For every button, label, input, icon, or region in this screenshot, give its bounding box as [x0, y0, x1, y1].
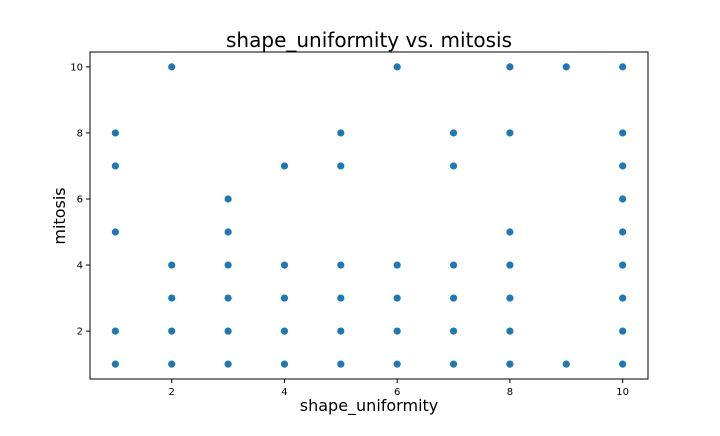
data-point — [506, 327, 514, 335]
data-point — [280, 261, 289, 269]
data-point — [393, 360, 401, 368]
data-point — [111, 327, 119, 335]
data-point — [280, 327, 289, 335]
plot-frame — [89, 51, 649, 380]
data-point — [224, 228, 232, 236]
data-point — [449, 294, 458, 302]
data-point — [619, 228, 627, 236]
data-point — [562, 63, 570, 71]
data-point — [562, 360, 570, 368]
data-point — [337, 162, 345, 170]
data-point — [111, 360, 119, 368]
data-point — [111, 228, 119, 236]
y-tick-label: 2 — [77, 327, 83, 338]
data-point — [168, 294, 176, 302]
data-point — [224, 195, 232, 203]
data-point — [506, 63, 514, 71]
data-point — [168, 261, 176, 269]
y-axis-label: mitosis — [50, 187, 69, 244]
data-point — [280, 294, 289, 302]
data-point — [449, 327, 458, 335]
data-point — [449, 261, 458, 269]
chart-title: shape_uniformity vs. mitosis — [226, 28, 512, 52]
data-point — [449, 129, 458, 137]
data-point — [224, 360, 232, 368]
data-point — [506, 129, 514, 137]
data-point — [506, 261, 514, 269]
y-tick-label: 8 — [77, 128, 83, 139]
points-layer — [111, 63, 627, 368]
data-point — [111, 129, 119, 137]
data-point — [393, 327, 401, 335]
data-point — [393, 63, 401, 71]
data-point — [506, 228, 514, 236]
data-point — [619, 129, 627, 137]
data-point — [449, 162, 458, 170]
data-point — [224, 294, 232, 302]
data-point — [280, 162, 289, 170]
data-point — [506, 294, 514, 302]
data-point — [337, 261, 345, 269]
data-point — [619, 63, 627, 71]
data-point — [619, 195, 627, 203]
x-tick-label: 8 — [507, 387, 513, 398]
data-point — [280, 360, 289, 368]
data-point — [337, 294, 345, 302]
data-point — [337, 360, 345, 368]
x-tick-label: 2 — [169, 387, 175, 398]
data-point — [619, 360, 627, 368]
y-tick-label: 4 — [77, 261, 83, 272]
x-tick-label: 6 — [394, 387, 400, 398]
data-point — [393, 294, 401, 302]
x-tick-label: 4 — [281, 387, 287, 398]
data-point — [224, 261, 232, 269]
data-point — [619, 261, 627, 269]
y-tick-label: 6 — [77, 194, 83, 205]
data-point — [337, 327, 345, 335]
data-point — [506, 360, 514, 368]
data-point — [168, 63, 176, 71]
data-point — [619, 294, 627, 302]
data-point — [168, 327, 176, 335]
data-point — [337, 129, 345, 137]
data-point — [224, 327, 232, 335]
x-tick-label: 10 — [616, 387, 629, 398]
data-point — [619, 162, 627, 170]
data-point — [393, 261, 401, 269]
ticks-layer: 2 4 6 8 10 2 4 6 8 10 — [70, 62, 629, 398]
data-point — [619, 327, 627, 335]
data-point — [111, 162, 119, 170]
data-point — [168, 360, 176, 368]
y-tick-label: 10 — [70, 62, 83, 73]
data-point — [449, 360, 458, 368]
x-axis-label: shape_uniformity — [300, 396, 439, 416]
